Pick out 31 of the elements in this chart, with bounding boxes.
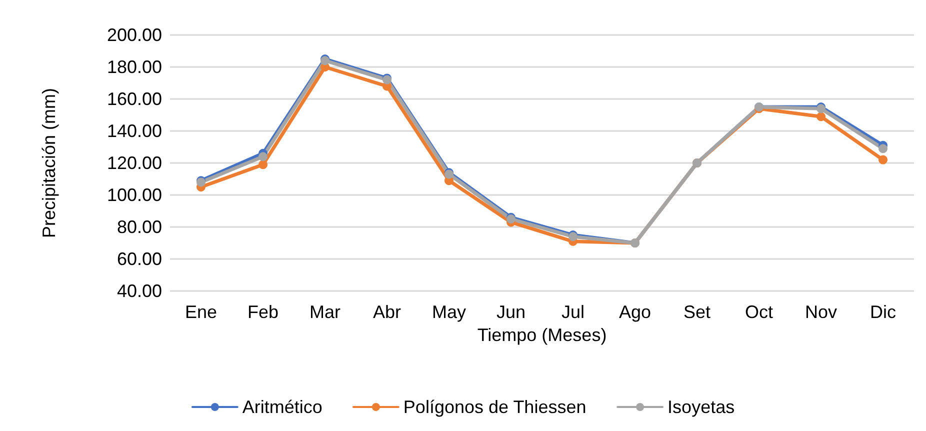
x-tick-label: Nov [804, 302, 838, 322]
y-tick-label: 180.00 [106, 57, 162, 77]
x-axis-title: Tiempo (Meses) [477, 324, 607, 345]
point [258, 160, 268, 170]
x-tick-label: Feb [247, 302, 279, 322]
point [258, 152, 268, 162]
legend-label: Aritmético [242, 397, 322, 417]
x-tick-label: Mar [310, 302, 341, 322]
x-tick-label: Set [683, 302, 711, 322]
y-tick-label: 80.00 [116, 217, 162, 237]
legend-label: Isoyetas [668, 397, 735, 417]
y-tick-label: 120.00 [106, 153, 162, 173]
x-tick-label: Jun [496, 302, 526, 322]
legend-label: Polígonos de Thiessen [403, 397, 586, 417]
x-tick-label: Ene [184, 302, 218, 322]
x-tick-label: Oct [744, 302, 774, 322]
y-axis-title: Precipitación (mm) [39, 88, 59, 238]
y-tick-label: 140.00 [106, 121, 162, 141]
y-tick-label: 160.00 [106, 89, 162, 109]
x-tick-label: Ago [618, 302, 652, 322]
y-tick-label: 60.00 [116, 249, 162, 269]
y-tick-label: 100.00 [106, 185, 162, 205]
x-tick-label: Dic [870, 302, 896, 322]
x-tick-label: Jul [561, 302, 585, 322]
point [878, 155, 888, 164]
point [878, 144, 888, 154]
y-tick-label: 200.00 [106, 25, 162, 45]
point [816, 112, 826, 122]
x-tick-label: May [432, 302, 466, 322]
y-tick-label: 40.00 [116, 281, 162, 301]
x-tick-label: Abr [372, 302, 402, 322]
